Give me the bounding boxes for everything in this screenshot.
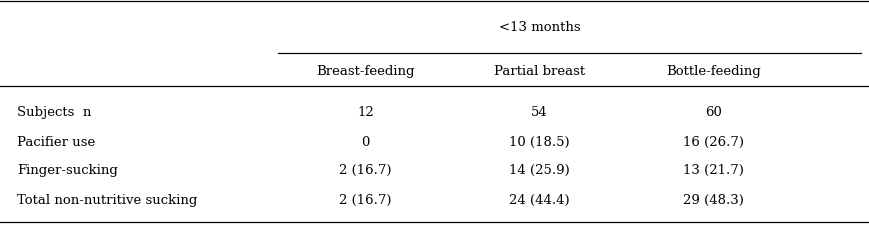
Text: Bottle-feeding: Bottle-feeding: [666, 64, 760, 77]
Text: 12: 12: [356, 106, 374, 119]
Text: 14 (25.9): 14 (25.9): [508, 163, 569, 176]
Text: 24 (44.4): 24 (44.4): [508, 193, 569, 206]
Text: 54: 54: [530, 106, 547, 119]
Text: 16 (26.7): 16 (26.7): [682, 135, 743, 148]
Text: 13 (21.7): 13 (21.7): [682, 163, 743, 176]
Text: Subjects  n: Subjects n: [17, 106, 91, 119]
Text: 60: 60: [704, 106, 721, 119]
Text: 2 (16.7): 2 (16.7): [339, 193, 391, 206]
Text: 0: 0: [361, 135, 369, 148]
Text: <13 months: <13 months: [498, 20, 580, 34]
Text: 10 (18.5): 10 (18.5): [508, 135, 569, 148]
Text: 2 (16.7): 2 (16.7): [339, 163, 391, 176]
Text: Partial breast: Partial breast: [494, 64, 584, 77]
Text: 29 (48.3): 29 (48.3): [682, 193, 743, 206]
Text: Finger-sucking: Finger-sucking: [17, 163, 118, 176]
Text: Total non-nutritive sucking: Total non-nutritive sucking: [17, 193, 197, 206]
Text: Breast-feeding: Breast-feeding: [315, 64, 415, 77]
Text: Pacifier use: Pacifier use: [17, 135, 96, 148]
